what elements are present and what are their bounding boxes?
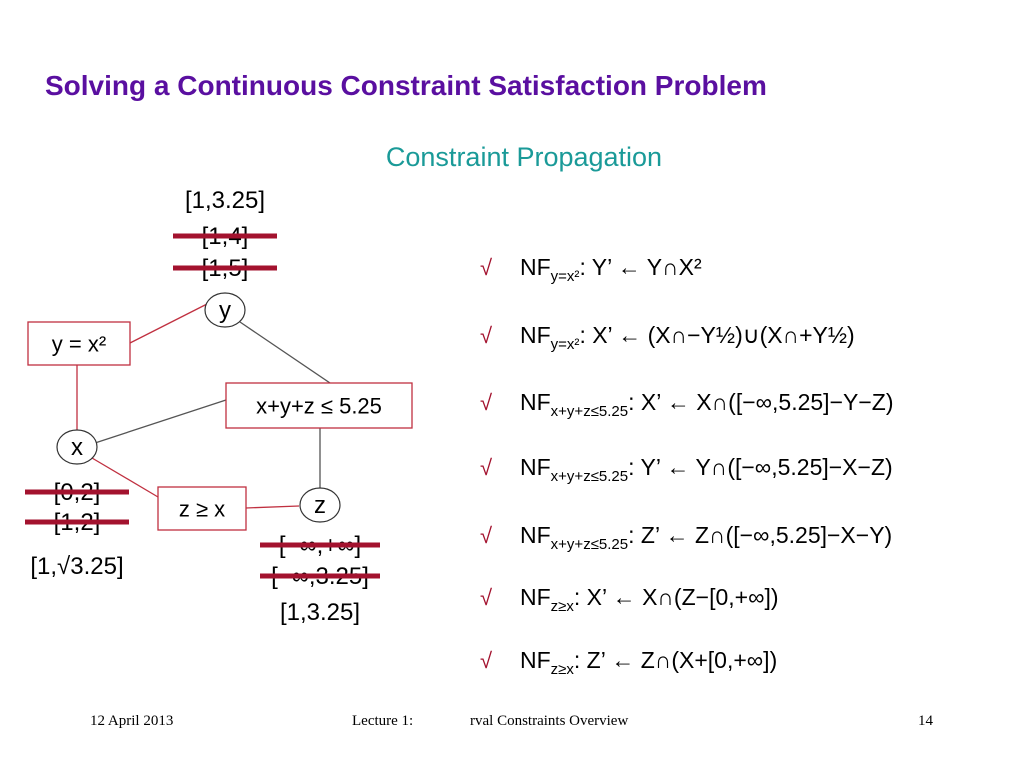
subtitle: Constraint Propagation: [386, 142, 662, 172]
rule-body: : X’ ← X∩(Z−[0,+∞]): [574, 584, 779, 610]
rule-nf: NF: [520, 454, 551, 480]
rule: NFz≥x: X’ ← X∩(Z−[0,+∞]): [520, 584, 779, 615]
footer-date: 12 April 2013: [90, 713, 173, 729]
variable-node: [204, 292, 246, 328]
rule-subscript: y=x²: [551, 336, 580, 353]
graph: y[1,3.25][1,4][1,5]x[0,2][1,2][1,√3.25]z…: [25, 187, 413, 626]
rule-body: : X’ ← (X∩−Y½)∪(X∩+Y½): [579, 322, 854, 348]
rule-body: : Y’ ← Y∩X²: [579, 254, 702, 280]
rule-subscript: x+y+z≤5.25: [551, 536, 628, 553]
rule-nf: NF: [520, 322, 551, 348]
slide-title: Solving a Continuous Constraint Satisfac…: [45, 70, 767, 101]
rule: NFy=x²: X’ ← (X∩−Y½)∪(X∩+Y½): [520, 322, 855, 353]
constraint-box: [225, 382, 413, 429]
domain: [1,√3.25]: [30, 553, 123, 580]
rules: √ NFy=x²: Y’ ← Y∩X²√ NFy=x²: X’ ← (X∩−Y½)∪…: [480, 254, 894, 678]
rule-subscript: x+y+z≤5.25: [551, 468, 628, 485]
check-mark: √: [480, 455, 493, 480]
rule-subscript: x+y+z≤5.25: [551, 403, 628, 420]
rule-subscript: y=x²: [551, 268, 580, 285]
constraint-label: x+y+z ≤ 5.25: [256, 394, 382, 419]
footer-lecture: Lecture 1:: [352, 713, 413, 729]
rule: NFx+y+z≤5.25: Z’ ← Z∩([−∞,5.25]−X−Y): [520, 522, 892, 553]
constraint-label: y = x²: [52, 332, 106, 357]
edge: [239, 321, 331, 384]
footer-page: 14: [918, 713, 934, 729]
check-mark: √: [480, 255, 493, 280]
edge: [91, 457, 159, 498]
check-mark: √: [480, 323, 493, 348]
edge: [129, 303, 208, 344]
check-mark: √: [480, 585, 493, 610]
check-mark: √: [480, 648, 493, 673]
rule-nf: NF: [520, 254, 551, 280]
check-mark: √: [480, 390, 493, 415]
variable-label: z: [314, 492, 326, 519]
rule: NFy=x²: Y’ ← Y∩X²: [520, 254, 702, 285]
rule-body: : Y’ ← Y∩([−∞,5.25]−X−Z): [628, 454, 893, 480]
rule-nf: NF: [520, 522, 551, 548]
variable-node: [299, 487, 341, 523]
rule: NFx+y+z≤5.25: X’ ← X∩([−∞,5.25]−Y−Z): [520, 389, 894, 420]
rule-subscript: z≥x: [551, 661, 575, 678]
domain: [1,3.25]: [280, 599, 360, 626]
variable-label: x: [71, 434, 83, 461]
constraint-label: z ≥ x: [179, 497, 225, 522]
edge: [245, 505, 300, 509]
domain: [1,3.25]: [185, 187, 265, 214]
rule-subscript: z≥x: [551, 598, 575, 615]
constraint-box: [27, 321, 131, 366]
rule-body: : X’ ← X∩([−∞,5.25]−Y−Z): [628, 389, 893, 415]
rule-body: : Z’ ← Z∩([−∞,5.25]−X−Y): [628, 522, 892, 548]
edge: [94, 399, 227, 444]
rule: NFx+y+z≤5.25: Y’ ← Y∩([−∞,5.25]−X−Z): [520, 454, 893, 485]
edges: [76, 303, 331, 509]
rule-body: : Z’ ← Z∩(X+[0,+∞]): [574, 647, 777, 673]
rule-nf: NF: [520, 647, 551, 673]
rule: NFz≥x: Z’ ← Z∩(X+[0,+∞]): [520, 647, 777, 678]
variable-node: [56, 429, 98, 465]
constraint-box: [157, 486, 247, 531]
rule-nf: NF: [520, 584, 551, 610]
footer-course: rval Constraints Overview: [470, 713, 628, 729]
check-mark: √: [480, 523, 493, 548]
variable-label: y: [219, 297, 231, 324]
rule-nf: NF: [520, 389, 551, 415]
